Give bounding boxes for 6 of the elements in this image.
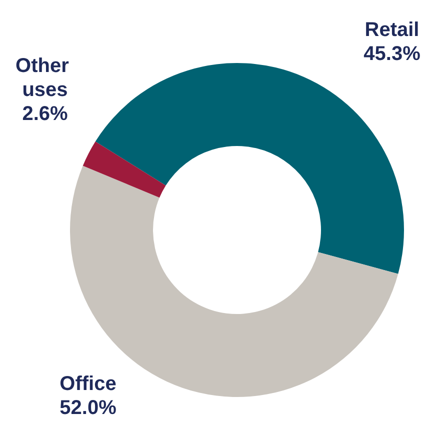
slice-label: Office <box>60 373 116 395</box>
data-label: 45.3% <box>364 43 421 65</box>
data-label: 52.0% <box>60 397 117 419</box>
data-label: 2.6% <box>22 103 68 125</box>
slice-label: Other uses <box>16 55 74 101</box>
slice-label: Retail <box>364 19 420 41</box>
